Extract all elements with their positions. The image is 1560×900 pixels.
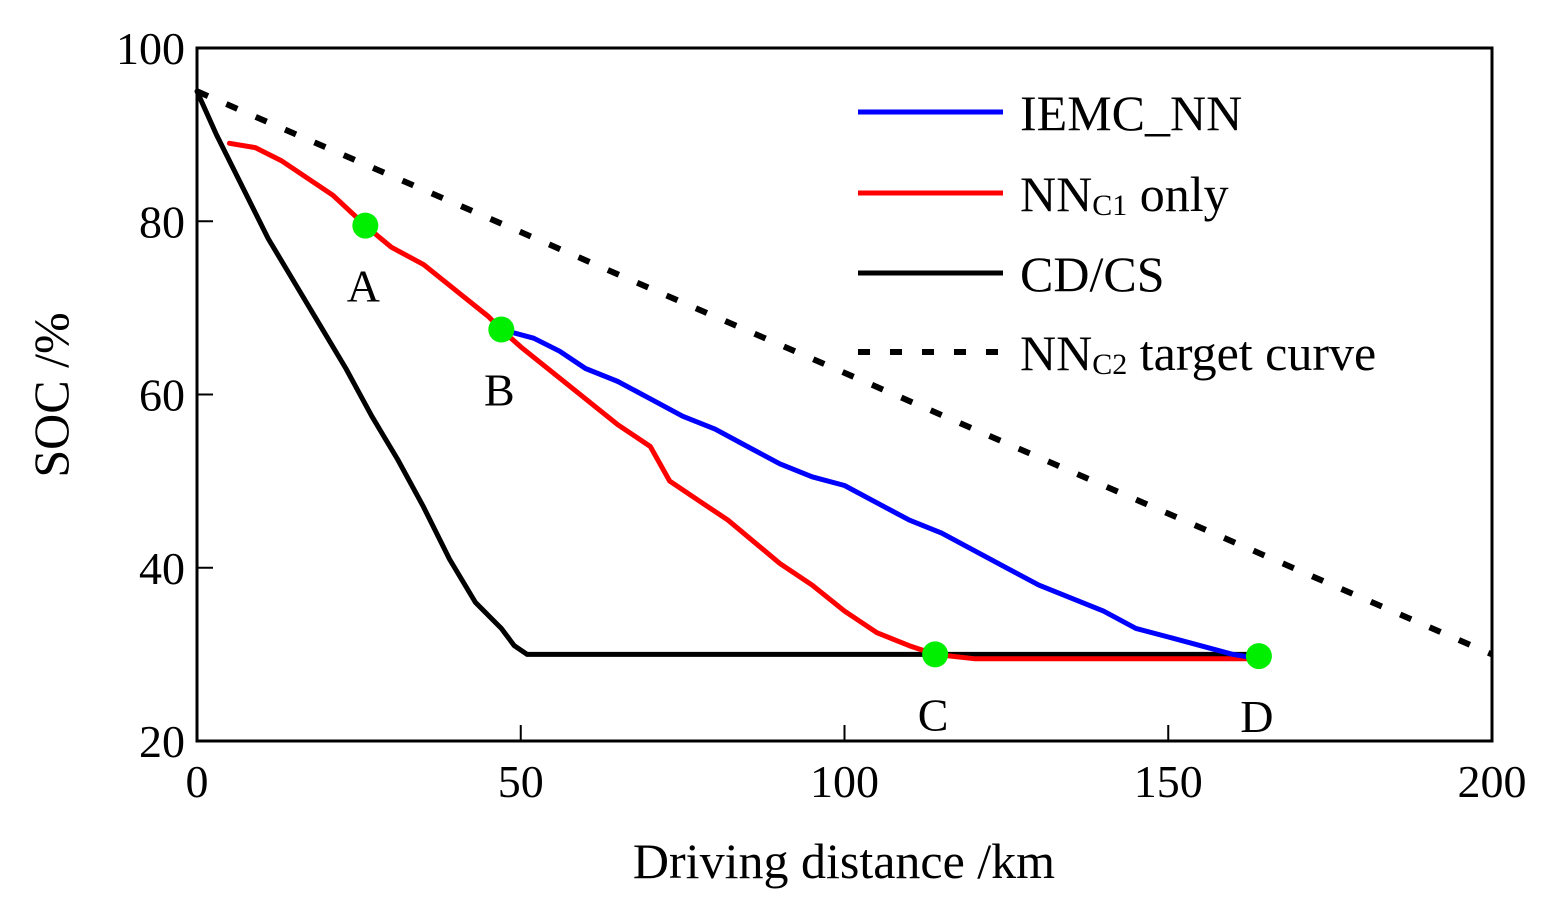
y-tick-label: 40 [139,543,185,594]
legend-label-iemc-nn: IEMC_NN [1020,85,1242,141]
series-line-nnc2-target-curve [195,88,1494,658]
x-tick-label: 100 [810,756,879,807]
legend-label-nnc2-target-curve: NNC2 target curve [1020,325,1376,381]
x-tick-label: 0 [186,756,209,807]
x-tick-label: 200 [1458,756,1527,807]
highlight-points: A B C D [347,212,1274,742]
y-tick-label: 100 [116,23,185,74]
y-tick-label: 60 [139,370,185,421]
x-tick-label: 50 [498,756,544,807]
point-marker-d [1245,643,1272,670]
series-line-cd-cs [194,88,1262,657]
legend-label-subscript: C1 [1092,189,1127,222]
point-marker-c [922,641,949,668]
legend-label-nnc1-only: NNC1 only [1020,166,1229,222]
y-tick-label: 20 [139,716,185,767]
legend-label-main: NN [1020,166,1092,222]
y-tick-label: 80 [139,196,185,247]
point-label-c: C [918,689,949,740]
legend-label-subscript: C2 [1092,348,1127,381]
x-axis-ticks: 0 50 100 150 200 [186,725,1527,807]
legend-label-cd-cs: CD/CS [1020,246,1165,302]
legend-label-main: CD/CS [1020,246,1165,302]
point-marker-b [488,316,515,343]
legend-label-tail: target curve [1127,325,1376,381]
point-marker-a [352,212,379,239]
series-line-iemc-nn [498,327,1262,662]
point-label-d: D [1240,691,1273,742]
legend-label-tail: only [1127,166,1228,222]
y-axis-ticks: 20 40 60 80 100 [116,23,213,767]
x-axis-title: Driving distance /km [633,833,1055,889]
legend-label-main: NN [1020,325,1092,381]
x-tick-label: 150 [1134,756,1203,807]
point-label-a: A [347,261,380,312]
point-label-b: B [484,365,515,416]
plot-frame [195,46,1494,743]
legend-label-main: IEMC_NN [1020,85,1242,141]
y-axis-title: SOC /% [23,312,79,477]
